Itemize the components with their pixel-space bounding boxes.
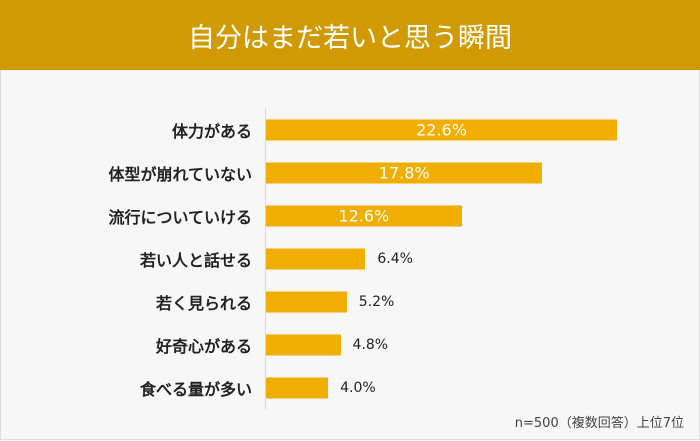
category-label: 食べる量が多い <box>139 380 252 399</box>
category-label: 若く見られる <box>155 294 252 313</box>
category-label: 好奇心がある <box>155 337 252 356</box>
data-label: 22.6% <box>416 120 467 140</box>
data-label: 12.6% <box>338 206 390 226</box>
category-label: 若い人と話せる <box>139 251 252 270</box>
bar <box>266 291 347 313</box>
bar <box>266 248 366 270</box>
bar <box>266 334 341 356</box>
category-label: 流行についていける <box>108 208 252 227</box>
bar <box>266 205 462 227</box>
data-label: 6.4% <box>377 251 413 267</box>
sample-note: n=500（複数回答）上位7位 <box>514 416 684 431</box>
data-label: 17.8% <box>378 163 430 183</box>
data-label: 4.8% <box>352 337 389 353</box>
category-label: 体型が崩れていない <box>108 165 252 184</box>
bar <box>266 119 617 141</box>
chart-title: 自分はまだ若いと思う瞬間 <box>0 0 700 70</box>
category-label: 体力がある <box>171 122 252 141</box>
category-axis-line <box>265 108 266 410</box>
bar <box>266 377 329 399</box>
data-label: 4.0% <box>340 380 376 396</box>
data-label: 5.2% <box>358 294 395 310</box>
bar <box>266 162 543 184</box>
